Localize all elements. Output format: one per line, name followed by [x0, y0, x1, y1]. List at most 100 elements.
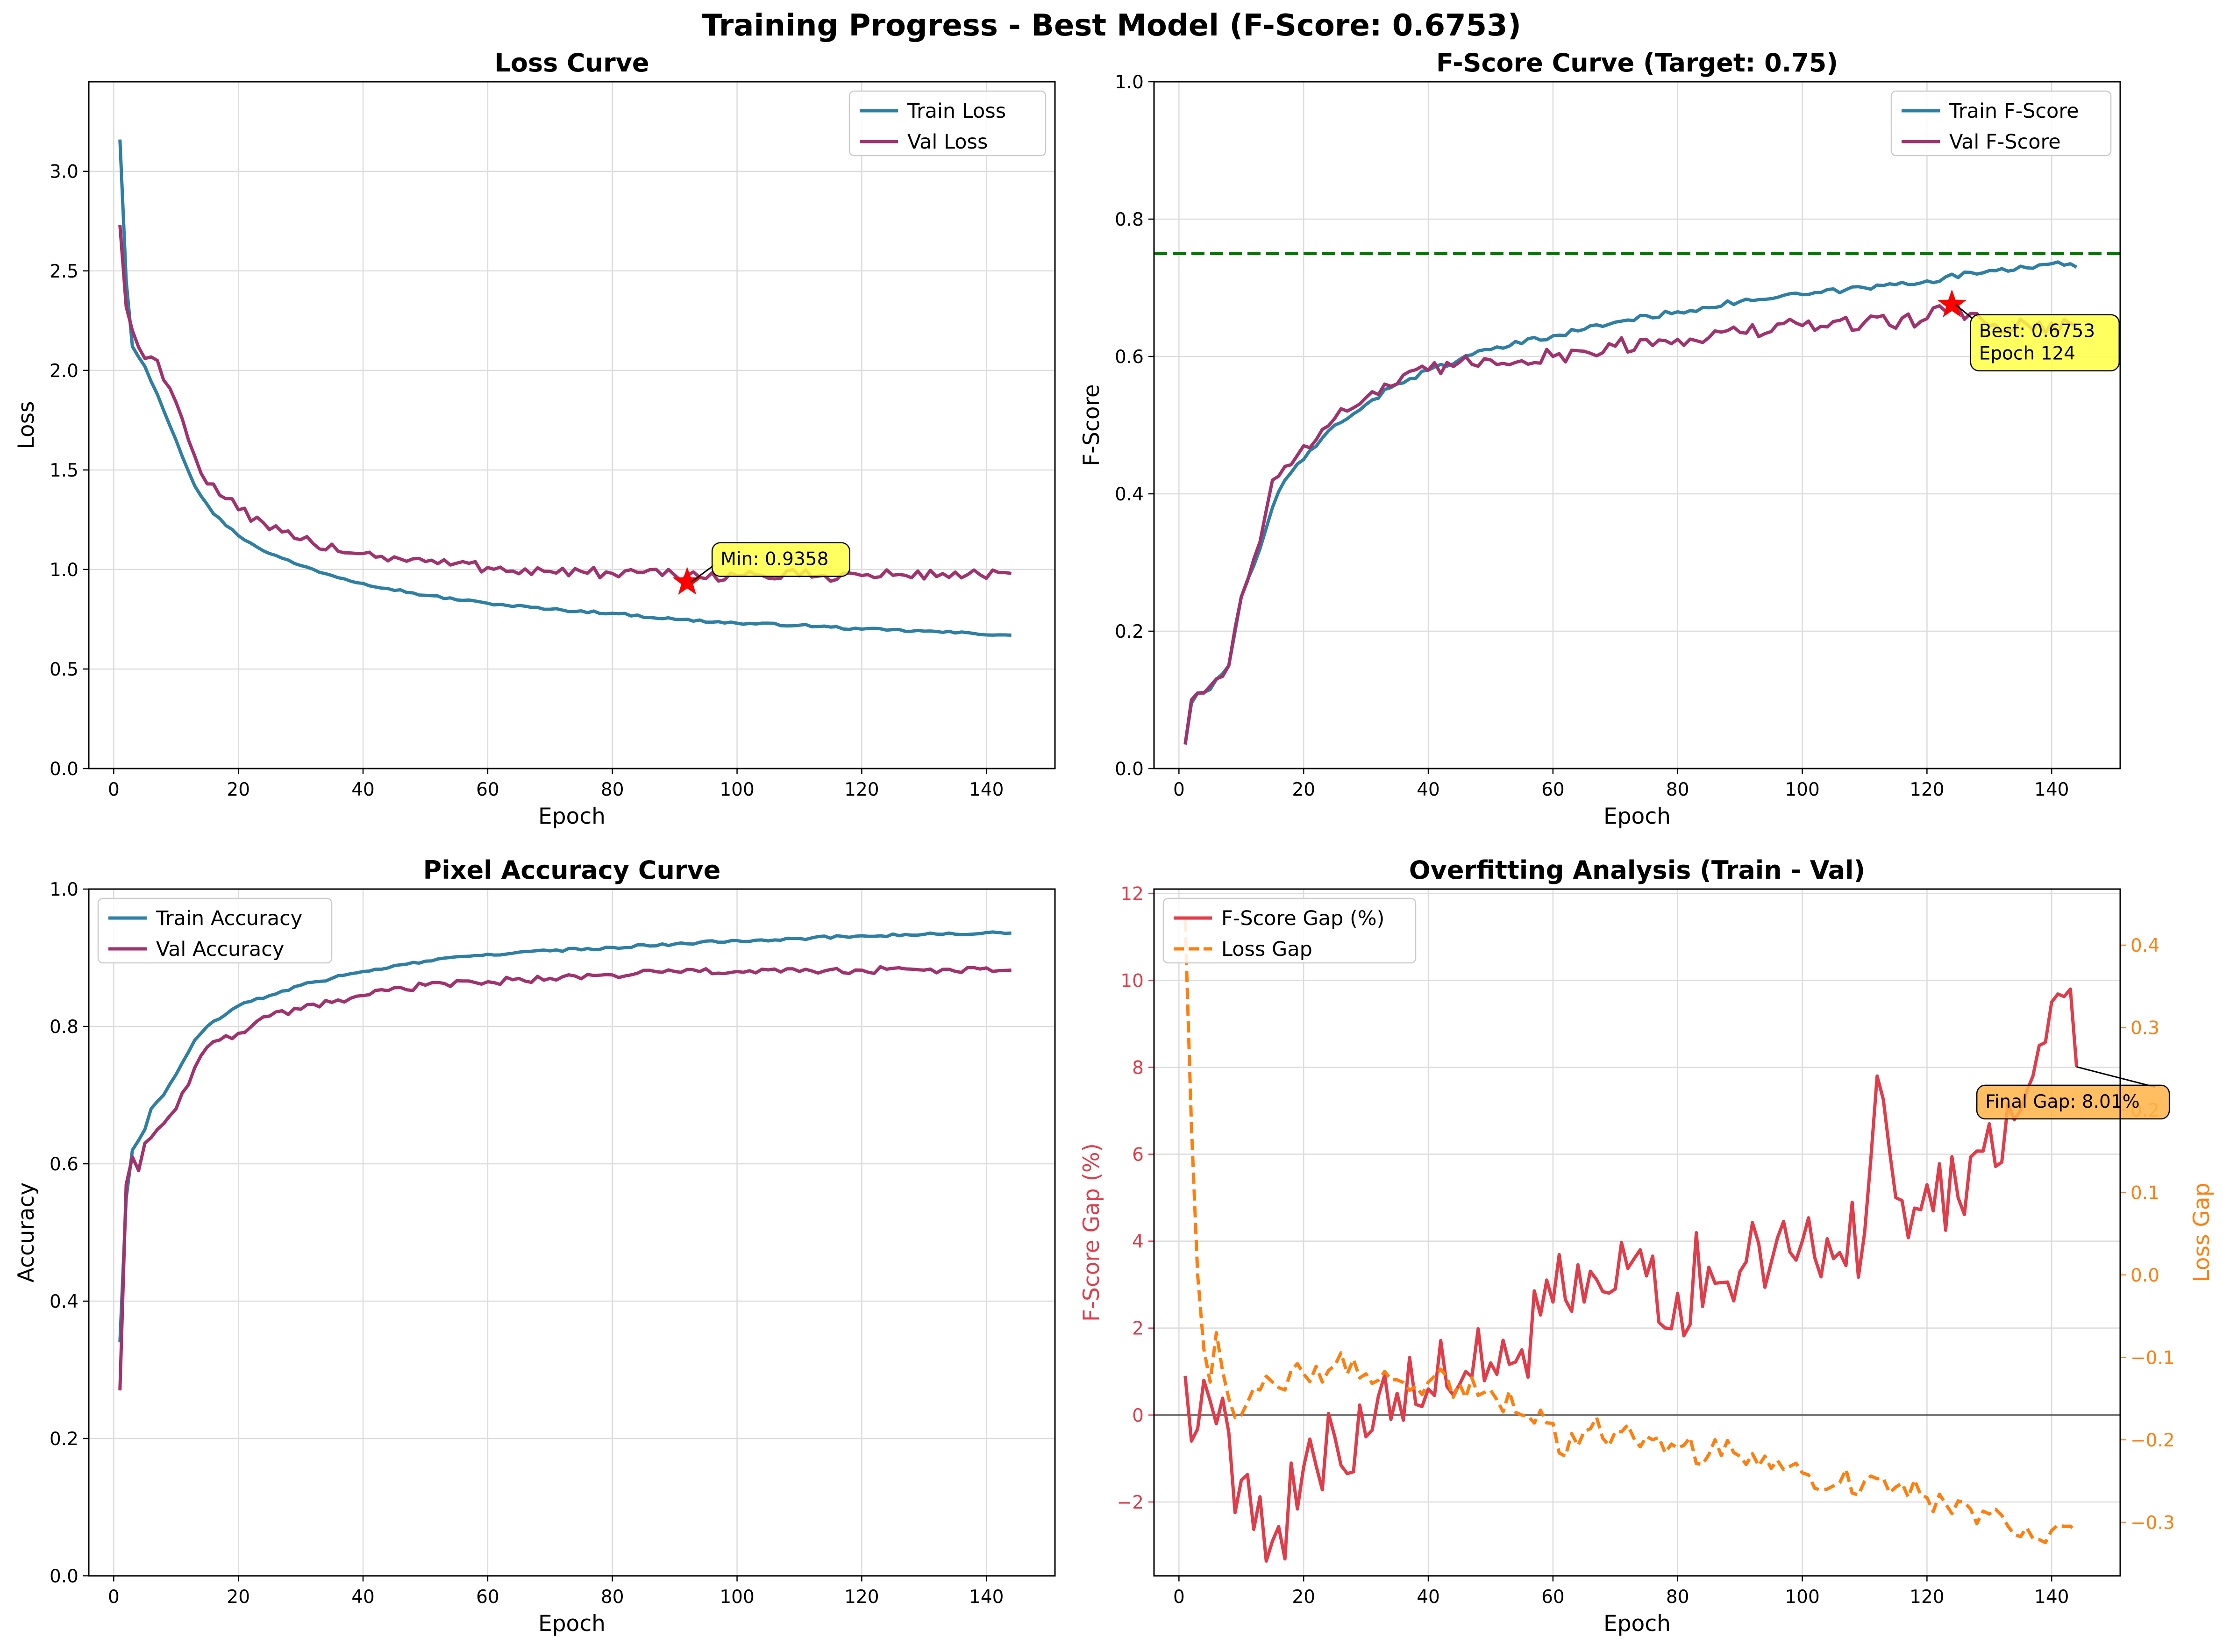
x-tick-label: 20	[1292, 779, 1315, 800]
y-right-tick-label: 0.4	[2130, 935, 2159, 956]
axes-frame	[88, 888, 1056, 1577]
x-tick-label: 120	[1910, 1587, 1944, 1608]
y-tick-label: 2.0	[50, 361, 78, 382]
y-tick-label: 0.2	[1115, 621, 1144, 642]
series-line-0	[1183, 987, 2079, 1563]
y-tick-label: 12	[1120, 883, 1144, 904]
x-tick-label: 40	[1417, 779, 1440, 800]
annotation-arrow	[690, 564, 715, 583]
legend-label: F-Score Gap (%)	[1221, 907, 1384, 930]
y-tick-label: 8	[1132, 1057, 1144, 1078]
x-tick-label: 0	[1173, 1587, 1185, 1608]
legend: Train Loss Val Loss	[848, 90, 1047, 157]
x-tick-label: 0	[1173, 779, 1185, 800]
x-tick-label: 80	[1666, 779, 1689, 800]
x-tick-label: 20	[227, 1587, 250, 1608]
x-tick-label: 100	[1785, 1587, 1819, 1608]
x-tick-label: 120	[844, 779, 879, 800]
ticks: 0 20 40 60 80 100 120 140 0.0 0.5 1.0 1.5 2.0 2.5 3.0	[50, 162, 1004, 800]
series-line-1	[118, 965, 1012, 1391]
y-tick-label: 0.6	[50, 1154, 78, 1175]
panel-title: Overfitting Analysis (Train - Val)	[1409, 855, 1865, 885]
y-right-tick-label: 0.3	[2130, 1018, 2159, 1039]
y-tick-label: 0.2	[50, 1429, 78, 1450]
legend-label: Val Accuracy	[156, 938, 284, 961]
x-tick-label: 40	[351, 779, 375, 800]
y-tick-label: 0.5	[50, 659, 78, 680]
series-line-0	[118, 139, 1012, 637]
plot-area	[118, 139, 1012, 637]
legend-box	[1890, 90, 2112, 157]
legend: Train F-Score Val F-Score	[1890, 90, 2112, 157]
x-tick-label: 140	[2034, 1587, 2069, 1608]
annotation-text: Final Gap: 8.01%	[1985, 1091, 2140, 1112]
panel-title: Loss Curve	[494, 48, 649, 78]
y-tick-label: 0.0	[50, 759, 78, 780]
y-tick-label: 0.8	[50, 1017, 78, 1038]
grid	[89, 82, 1055, 769]
legend-label: Val F-Score	[1949, 130, 2061, 154]
axes-frame	[1153, 888, 2121, 1577]
y-tick-label: 0.4	[1115, 484, 1144, 505]
figure-suptitle: Training Progress - Best Model (F-Score:…	[702, 8, 1521, 43]
y-tick-label: −2	[1117, 1492, 1144, 1513]
annotation-text: Best: 0.6753	[1979, 321, 2095, 342]
axes-frame	[88, 81, 1056, 769]
ticks: 0 20 40 60 80 100 120 140 0.0 0.2 0.4 0.6 0.8 1.0	[1115, 72, 2069, 800]
legend: F-Score Gap (%) Loss Gap	[1162, 897, 1417, 964]
x-tick-label: 100	[1785, 779, 1819, 800]
y-tick-label: 1.5	[50, 460, 78, 481]
x-tick-label: 80	[1666, 1587, 1689, 1608]
y-right-axis-label: Loss Gap	[2189, 1182, 2215, 1282]
x-tick-label: 140	[2034, 779, 2069, 800]
y-right-tick-label: −0.2	[2130, 1430, 2175, 1451]
x-tick-label: 100	[720, 1587, 754, 1608]
x-axis-label: Epoch	[538, 804, 606, 829]
x-tick-label: 60	[476, 1587, 499, 1608]
x-tick-label: 40	[1417, 1587, 1440, 1608]
annotation-box	[711, 542, 850, 577]
annotation: Final Gap: 8.01%	[1976, 1066, 2170, 1120]
y-tick-label: 1.0	[1115, 72, 1144, 93]
legend-label: Val Loss	[907, 130, 988, 154]
y-tick-label: 3.0	[50, 162, 78, 183]
x-tick-label: 60	[476, 779, 499, 800]
plot-area	[1154, 920, 2120, 1563]
ticks: 0 20 40 60 80 100 120 140 0.0 0.2 0.4 0.6 0.8 1.0	[50, 879, 1004, 1608]
x-axis-label: Epoch	[538, 1611, 606, 1637]
y-tick-label: 2.5	[50, 261, 78, 282]
y-tick-label: 6	[1132, 1145, 1144, 1166]
legend-box	[97, 897, 333, 964]
x-tick-label: 140	[969, 1587, 1004, 1608]
series-line-1	[1183, 920, 2078, 1545]
y-axis-label: F-Score Gap (%)	[1079, 1143, 1104, 1322]
x-tick-label: 80	[601, 779, 624, 800]
annotation-box	[1970, 314, 2120, 371]
panel-overfit: 0 20 40 60 80 100 120 140 −2 0 2 4 6 8 10 12 −0.3 −0.2 −0.…	[1079, 855, 2215, 1637]
x-tick-label: 100	[720, 779, 754, 800]
y-tick-label: 0	[1132, 1405, 1144, 1426]
y-right-tick-label: −0.3	[2130, 1512, 2175, 1533]
annotation-text: Epoch 124	[1979, 343, 2075, 364]
y-tick-label: 0.6	[1115, 347, 1144, 368]
series-line-0	[1183, 260, 2078, 745]
y-tick-label: 1.0	[50, 879, 78, 900]
annotation-box	[1976, 1084, 2170, 1120]
legend: Train Accuracy Val Accuracy	[97, 897, 333, 964]
x-tick-label: 0	[108, 779, 120, 800]
x-tick-label: 60	[1541, 1587, 1565, 1608]
plot-area	[1154, 252, 2120, 745]
y-right-tick-label: 0.0	[2130, 1265, 2159, 1286]
legend-label: Train Accuracy	[156, 907, 302, 930]
series-line-1	[118, 225, 1012, 583]
x-tick-label: 120	[844, 1587, 879, 1608]
legend-box	[1162, 897, 1417, 964]
panel-title: Pixel Accuracy Curve	[423, 855, 721, 885]
x-tick-label: 40	[351, 1587, 375, 1608]
plot-area	[118, 930, 1012, 1391]
best-marker	[1937, 289, 1967, 318]
x-axis-label: Epoch	[1603, 1611, 1671, 1637]
y-tick-label: 4	[1132, 1232, 1144, 1253]
